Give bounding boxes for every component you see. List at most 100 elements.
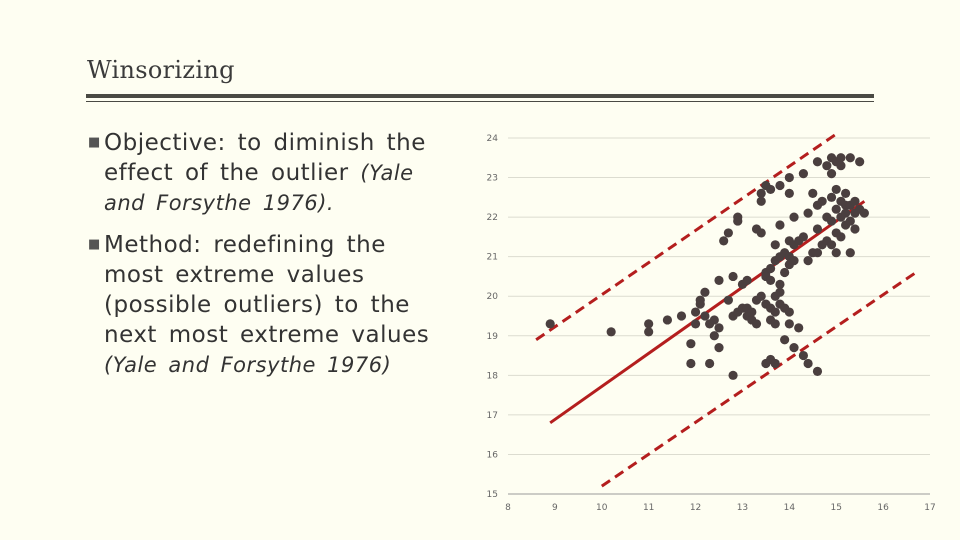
x-tick-label: 15	[830, 503, 841, 513]
data-point	[812, 157, 823, 167]
data-point	[845, 216, 855, 226]
data-point	[765, 275, 776, 285]
data-point	[770, 358, 780, 369]
data-point	[756, 188, 766, 198]
square-bullet-icon: ■	[88, 135, 101, 150]
data-point	[808, 188, 818, 198]
y-tick-label: 18	[487, 371, 499, 381]
data-point	[798, 350, 808, 361]
data-point	[850, 224, 860, 234]
data-point	[775, 220, 785, 230]
bullet-objective-citation: (Yale and Forsythe 1976).	[104, 161, 414, 215]
data-point	[822, 161, 832, 171]
data-point	[831, 184, 841, 195]
data-point	[798, 169, 808, 179]
data-point	[826, 216, 837, 226]
data-point	[728, 271, 738, 282]
y-tick-label: 23	[487, 174, 498, 184]
data-point	[859, 208, 869, 218]
bullet-objective: ■ Objective: to diminish the effect of t…	[88, 128, 448, 218]
data-point	[798, 232, 808, 242]
data-point	[850, 196, 860, 206]
data-point	[756, 291, 766, 301]
scatter-chart: 15 16 17 18 19 20 21 22 23 24 8 9 10 11 12 13 14 15 16 17	[487, 132, 936, 513]
data-point	[817, 196, 827, 206]
data-point	[709, 315, 719, 325]
bullet-objective-body: Objective: to diminish the effect of the…	[104, 130, 426, 186]
data-point	[765, 263, 776, 274]
data-point	[784, 188, 794, 198]
data-point	[780, 267, 790, 278]
data-point	[742, 275, 752, 285]
data-point	[784, 319, 794, 329]
data-point	[700, 287, 710, 297]
y-tick-label: 15	[487, 490, 498, 500]
bullet-method-citation: (Yale and Forsythe 1976)	[104, 353, 392, 377]
data-point	[836, 153, 846, 163]
y-tick-label: 19	[487, 332, 499, 342]
data-point	[676, 311, 687, 321]
data-point	[756, 196, 766, 206]
x-tick-label: 10	[596, 503, 608, 513]
data-point	[812, 224, 823, 234]
data-point	[826, 240, 837, 250]
y-tick-label: 17	[487, 411, 498, 421]
y-tick-label: 21	[487, 253, 498, 263]
bullet-method-body: Method: redefining the most extreme valu…	[104, 232, 430, 348]
data-point	[705, 358, 715, 369]
data-point	[770, 307, 780, 317]
data-point	[733, 216, 743, 226]
data-point	[714, 275, 724, 285]
bullet-method: ■ Method: redefining the most extreme va…	[88, 230, 448, 380]
bullet-method-text: Method: redefining the most extreme valu…	[104, 230, 444, 380]
data-point	[775, 279, 785, 289]
data-point	[545, 319, 555, 329]
x-tick-label: 8	[505, 503, 511, 513]
data-point	[606, 327, 616, 337]
data-point	[855, 157, 865, 167]
data-point	[775, 180, 785, 191]
x-tick-label: 16	[877, 503, 889, 513]
data-point	[723, 228, 733, 238]
data-point	[836, 232, 846, 242]
data-point	[845, 248, 855, 258]
data-point	[789, 343, 799, 353]
x-tick-label: 13	[737, 503, 748, 513]
data-point	[719, 236, 729, 246]
title-divider-thin	[86, 101, 874, 102]
data-point	[803, 358, 813, 369]
data-point	[775, 287, 785, 297]
y-tick-label: 22	[487, 213, 498, 223]
data-point	[780, 335, 790, 345]
data-point	[686, 339, 696, 349]
data-point	[686, 358, 696, 369]
data-point	[747, 307, 757, 317]
data-point	[831, 248, 841, 258]
data-point	[728, 370, 738, 380]
data-point	[644, 319, 654, 329]
title-divider-thick	[86, 94, 874, 98]
data-point	[756, 228, 766, 238]
data-point	[714, 323, 724, 333]
data-point	[765, 184, 776, 195]
upper-bound-line	[535, 132, 838, 341]
data-point	[709, 331, 719, 341]
data-point	[789, 212, 799, 222]
data-point	[784, 172, 794, 183]
data-point	[751, 319, 762, 329]
data-point	[714, 343, 724, 353]
data-point	[836, 161, 846, 171]
data-point	[812, 248, 823, 258]
data-point	[803, 256, 813, 266]
data-point	[700, 311, 710, 321]
data-point	[662, 315, 673, 325]
x-tick-label: 9	[552, 503, 558, 513]
data-point	[812, 366, 823, 376]
data-point	[644, 327, 654, 337]
data-point	[789, 256, 799, 266]
x-tick-label: 14	[784, 503, 796, 513]
bullet-objective-text: Objective: to diminish the effect of the…	[104, 128, 444, 218]
data-point	[794, 323, 804, 333]
square-bullet-icon: ■	[88, 237, 101, 252]
data-point	[784, 307, 794, 317]
